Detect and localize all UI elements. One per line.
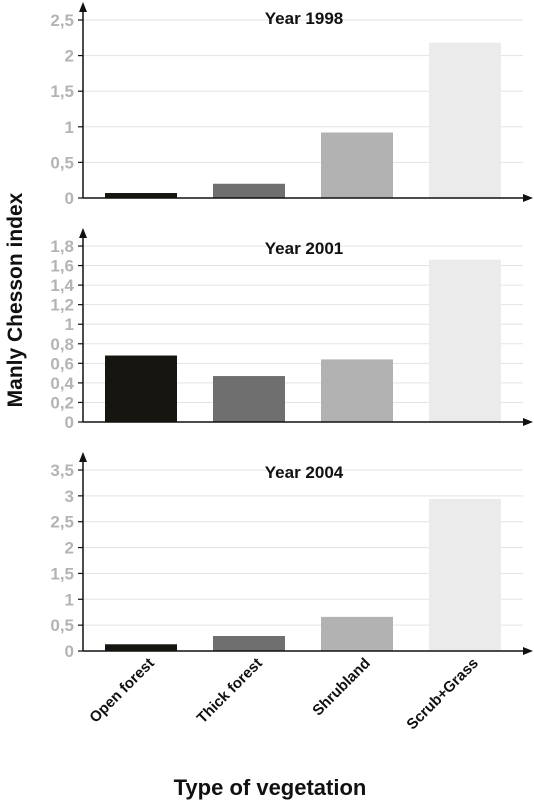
bar-open-forest (105, 644, 177, 651)
y-tick-label: 0,6 (50, 354, 74, 373)
y-tick-label: 0,8 (50, 335, 74, 354)
bar-open-forest (105, 193, 177, 198)
x-axis-arrow (523, 418, 533, 426)
y-axis-arrow (79, 228, 87, 238)
category-label: Thick forest (194, 655, 266, 727)
category-label: Scrub+Grass (403, 655, 481, 733)
y-tick-label: 2 (65, 539, 74, 558)
chart-panels: 00,511,522,5 Year 199800,20,40,60,811,21,… (50, 2, 533, 661)
bar-thick-forest (213, 636, 285, 651)
bar-shrubland (321, 616, 393, 651)
x-axis-title: Type of vegetation (174, 775, 367, 800)
panel-title: Year 1998 (265, 9, 343, 28)
category-labels: Open forest Thick forest Shrubland Scrub+Gr… (86, 655, 482, 733)
bar-thick-forest (213, 376, 285, 422)
panel-1: 0 0,5 1 1,5 2 2,5 Year 1998 (50, 2, 533, 208)
category-label: Shrubland (309, 655, 373, 719)
y-tick-label: 2,5 (50, 11, 74, 30)
x-axis-arrow (523, 194, 533, 202)
y-tick-label: 1,2 (50, 296, 74, 315)
y-tick-label: 0,2 (50, 393, 74, 412)
panel-3: 0 0,5 1 1,5 2 2,5 3 3,5 Year 2004 (50, 452, 533, 661)
y-tick-label: 1 (65, 590, 74, 609)
y-tick-label: 1,5 (50, 82, 74, 101)
y-axis-arrow (79, 2, 87, 12)
y-tick-label: 1,5 (50, 564, 74, 583)
y-tick-label: 1,4 (50, 276, 74, 295)
y-axis-title: Manly Chesson index (4, 192, 27, 407)
y-tick-label: 0,4 (50, 374, 74, 393)
y-axis-arrow (79, 452, 87, 462)
y-tick-label: 1 (65, 315, 74, 334)
category-label: Open forest (86, 655, 158, 727)
y-tick-label: 2,5 (50, 513, 74, 532)
y-tick-label: 0,5 (50, 153, 74, 172)
bar-thick-forest (213, 183, 285, 198)
y-tick-label: 0,5 (50, 616, 74, 635)
bar-scrub-grass (429, 259, 501, 422)
y-tick-label: 0 (65, 413, 74, 432)
y-tick-label: 2 (65, 47, 74, 66)
bar-shrubland (321, 132, 393, 198)
y-tick-label: 1,6 (50, 257, 74, 276)
y-tick-label: 0 (65, 189, 74, 208)
y-tick-label: 0 (65, 642, 74, 661)
y-tick-label: 3 (65, 487, 74, 506)
x-axis-arrow (523, 647, 533, 655)
bar-scrub-grass (429, 498, 501, 651)
y-tick-label: 1 (65, 118, 74, 137)
bar-open-forest (105, 355, 177, 422)
panel-2: 00,20,40,60,811,21,41,61,8 Year 2001 (50, 228, 533, 432)
panel-title: Year 2004 (265, 463, 344, 482)
bar-scrub-grass (429, 42, 501, 199)
y-tick-label: 1,8 (50, 237, 74, 256)
y-tick-label: 3,5 (50, 461, 74, 480)
panel-title: Year 2001 (265, 239, 343, 258)
bar-shrubland (321, 359, 393, 422)
